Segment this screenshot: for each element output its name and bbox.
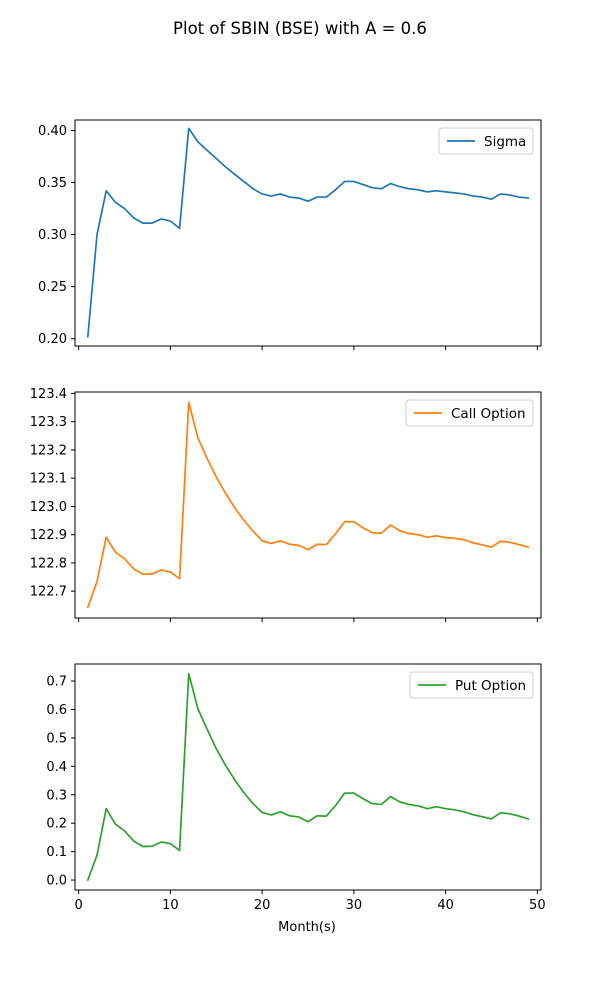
legend-label: Sigma [484,134,526,150]
x-tick-label: 40 [437,898,454,913]
y-tick-label: 123.3 [30,415,67,430]
series-line-2 [86,401,530,609]
y-tick-label: 0.25 [38,280,67,295]
y-tick-label: 123.2 [30,443,67,458]
x-axis-label: Month(s) [278,920,336,935]
x-tick-label: 0 [75,898,83,913]
x-tick-label: 10 [162,898,179,913]
series-line-1 [86,127,530,338]
x-tick-label: 20 [254,898,271,913]
legend-2: Call Option [405,399,534,427]
y-tick-label: 122.8 [30,556,67,571]
y-tick-label: 0.0 [46,874,67,889]
legend-box [438,127,534,155]
y-tick-label: 123.0 [30,500,67,515]
x-tick-label: 50 [529,898,546,913]
chart-title: Plot of SBIN (BSE) with A = 0.6 [173,19,427,38]
y-tick-label: 123.4 [30,387,67,402]
y-tick-label: 0.7 [46,675,67,690]
plot-frame-2 [74,391,542,619]
legend-1: Sigma [438,127,534,155]
y-tick-label: 0.20 [38,332,67,347]
x-tick-label: 30 [346,898,363,913]
legend-box [409,671,534,699]
y-tick-label: 122.7 [30,585,67,600]
legend-label: Call Option [451,406,526,422]
chart-panels: 0.200.250.300.350.40Sigma122.7122.8122.9… [30,119,546,913]
y-tick-label: 0.35 [38,176,67,191]
y-tick-label: 0.3 [46,788,67,803]
series-line-3 [86,672,530,882]
y-tick-label: 0.5 [46,731,67,746]
plot-frame-1 [74,119,542,347]
y-tick-label: 123.1 [30,472,67,487]
legend-3: Put Option [409,671,534,699]
y-tick-label: 0.40 [38,124,67,139]
y-tick-label: 0.2 [46,817,67,832]
y-tick-label: 0.1 [46,845,67,860]
panel-3: 0.0 0.1 0.2 0.3 0.4 0.5 0.6 0.7 0 10 20 30 40 50 Put O… [46,663,546,913]
legend-label: Put Option [455,678,526,694]
panel-2: 122.7 122.8 122.9 123.0 123.1 123.2 123.3 123.4… [30,387,542,622]
y-tick-label: 122.9 [30,528,67,543]
legend-box [405,399,534,427]
plot-frame-3 [74,663,542,891]
y-tick-label: 0.6 [46,703,67,718]
y-tick-label: 0.4 [46,760,67,775]
y-tick-label: 0.30 [38,228,67,243]
panel-1: 0.20 0.25 0.30 0.35 0.40 Sigma [38,119,542,350]
